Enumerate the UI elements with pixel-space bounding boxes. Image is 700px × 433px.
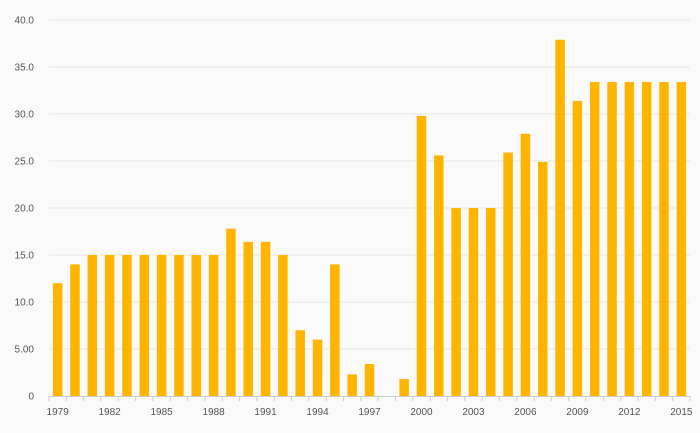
y-tick-label: 5.00	[15, 345, 35, 356]
bar-2013	[641, 82, 652, 396]
y-tick-label: 25.0	[15, 157, 35, 168]
bar-1979	[52, 283, 63, 396]
x-tick-label: 2009	[566, 407, 589, 418]
y-tick-label: 15.0	[15, 251, 35, 262]
x-axis-labels: 1979 1982 1985 1988 1991 1994 1997 2000 2003 2006…	[47, 407, 693, 418]
bar-1996	[347, 374, 357, 396]
bar-2010	[589, 82, 600, 396]
bar-2006	[520, 133, 531, 397]
bar-2003	[468, 208, 479, 396]
bar-1981	[87, 255, 98, 396]
bar-1991	[260, 241, 271, 396]
bar-1997	[364, 364, 375, 396]
y-tick-label: 20.0	[15, 204, 35, 215]
bar-1989	[226, 228, 236, 396]
bar-1993	[295, 330, 305, 396]
x-tick-label: 1994	[306, 407, 329, 418]
bar-2011	[607, 82, 617, 396]
bar-2014	[659, 82, 669, 396]
y-axis-labels: 0 5.00 10.0 15.0 20.0 25.0 30.0 35.0 40.0	[15, 16, 35, 403]
bar-2002	[451, 208, 461, 396]
x-tick-label: 1985	[150, 407, 173, 418]
bar-2005	[503, 152, 513, 396]
x-tick-label: 2000	[410, 407, 433, 418]
x-tick-label: 1988	[202, 407, 225, 418]
y-tick-label: 0	[28, 392, 34, 403]
bar-1980	[70, 264, 80, 396]
bar-2015	[676, 82, 687, 396]
bar-2000	[416, 115, 427, 396]
x-axis-ticks	[48, 396, 691, 401]
bar-2001	[434, 155, 444, 396]
bar-1984	[139, 255, 150, 396]
x-tick-label: 2003	[462, 407, 485, 418]
x-tick-label: 1979	[47, 407, 70, 418]
bar-1992	[278, 255, 288, 396]
bar-1983	[122, 255, 132, 396]
x-tick-label: 2012	[618, 407, 641, 418]
bar-2004	[486, 208, 496, 396]
y-tick-label: 35.0	[15, 63, 35, 74]
bar-1985	[156, 255, 167, 396]
y-tick-label: 10.0	[15, 298, 35, 309]
bar-2008	[555, 39, 565, 397]
bar-2007	[537, 161, 548, 396]
x-tick-label: 2006	[514, 407, 537, 418]
bar-1986	[174, 255, 184, 396]
bar-1994	[312, 339, 323, 396]
bar-1999	[399, 379, 409, 396]
x-tick-label: 2015	[670, 407, 693, 418]
bar-1982	[104, 255, 115, 396]
gridlines	[49, 19, 690, 350]
y-tick-label: 30.0	[15, 110, 35, 121]
bar-1990	[243, 241, 253, 396]
bar-1987	[191, 255, 202, 396]
x-tick-label: 1982	[99, 407, 122, 418]
bar-2009	[572, 100, 583, 396]
bar-1988	[208, 255, 219, 396]
bar-2012	[624, 82, 635, 396]
x-tick-label: 1991	[254, 407, 277, 418]
y-tick-label: 40.0	[15, 16, 35, 27]
bars	[52, 39, 687, 397]
x-tick-label: 1997	[358, 407, 381, 418]
bar-1995	[330, 264, 340, 396]
